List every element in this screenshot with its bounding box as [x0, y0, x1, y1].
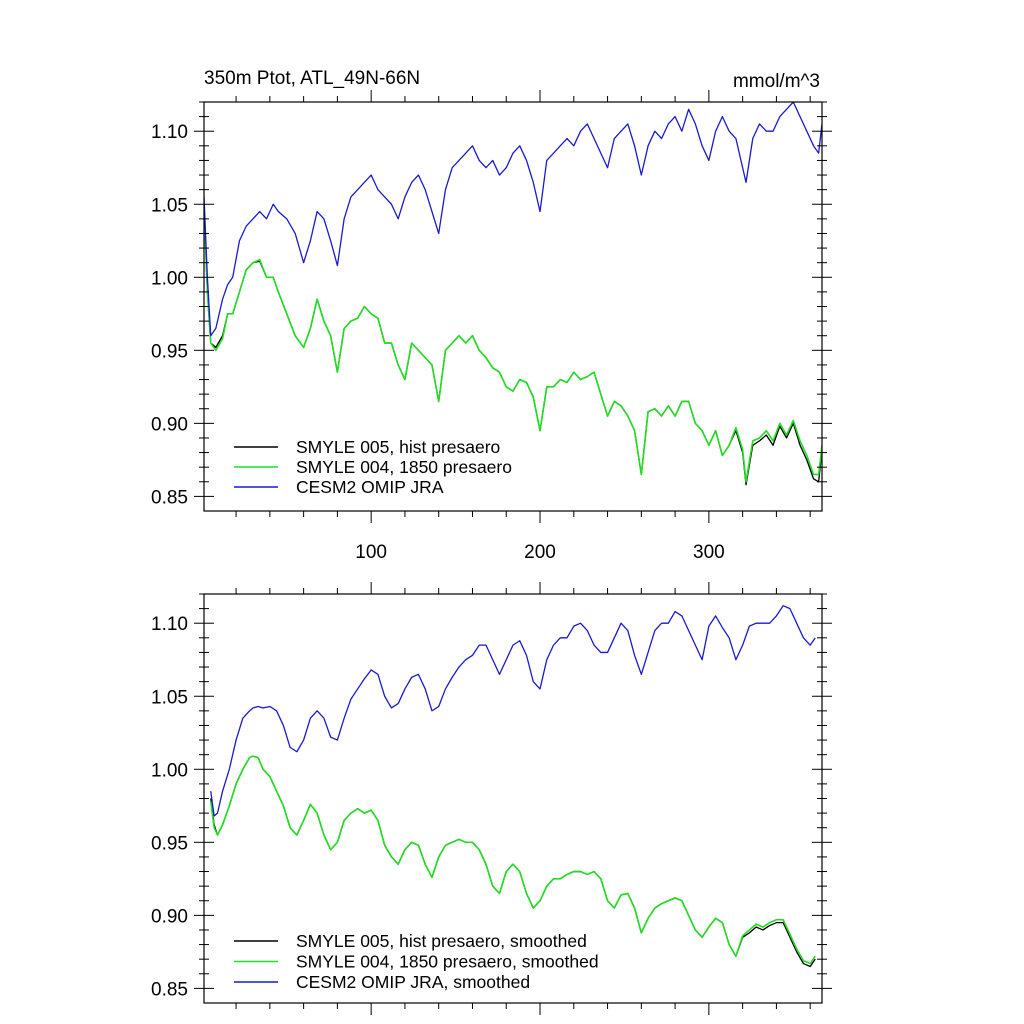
x-tick-label: 100	[355, 542, 387, 563]
series-lines	[204, 102, 822, 486]
y-tick-label: 0.85	[151, 979, 188, 1000]
y-tick-label: 1.10	[151, 122, 188, 143]
series-line-1	[204, 204, 822, 483]
y-tick-label: 0.95	[151, 341, 188, 362]
y-tick-label: 0.85	[151, 487, 188, 508]
series-line-2	[210, 605, 816, 817]
y-tick-label: 1.10	[151, 614, 188, 635]
legend-label-1: SMYLE 004, 1850 presaero, smoothed	[296, 952, 599, 972]
units-label: mmol/m^3	[733, 71, 820, 92]
y-tick-label: 1.05	[151, 195, 188, 216]
legend-label-1: SMYLE 004, 1850 presaero	[296, 457, 512, 477]
legend-label-0: SMYLE 005, hist presaero, smoothed	[296, 931, 587, 951]
series-line-1	[209, 755, 816, 965]
x-tick-label: 200	[524, 542, 556, 563]
legend: SMYLE 005, hist presaero, smoothedSMYLE …	[234, 931, 599, 992]
legend-label-2: CESM2 OMIP JRA, smoothed	[296, 972, 530, 992]
y-tick-label: 0.90	[151, 414, 188, 435]
y-tick-label: 0.95	[151, 833, 188, 854]
legend-label-2: CESM2 OMIP JRA	[296, 477, 444, 497]
legend-label-0: SMYLE 005, hist presaero	[296, 437, 500, 457]
y-tick-label: 1.00	[151, 760, 188, 781]
top-panel: 1.10 1.05 1.00 0.95 0.90 0.85 100 200 300 350m Pt…	[151, 68, 832, 563]
y-tick-label: 1.05	[151, 687, 188, 708]
series-line-2	[204, 102, 822, 337]
series-lines	[209, 605, 816, 968]
bottom-panel: 1.10 1.05 1.00 0.95 0.90 0.85 SMYLE 005, hist …	[151, 582, 832, 1015]
y-tick-label: 0.90	[151, 906, 188, 927]
x-tick-label: 300	[693, 542, 725, 563]
chart-title: 350m Ptot, ATL_49N-66N	[204, 68, 420, 89]
y-tick-label: 1.00	[151, 268, 188, 289]
